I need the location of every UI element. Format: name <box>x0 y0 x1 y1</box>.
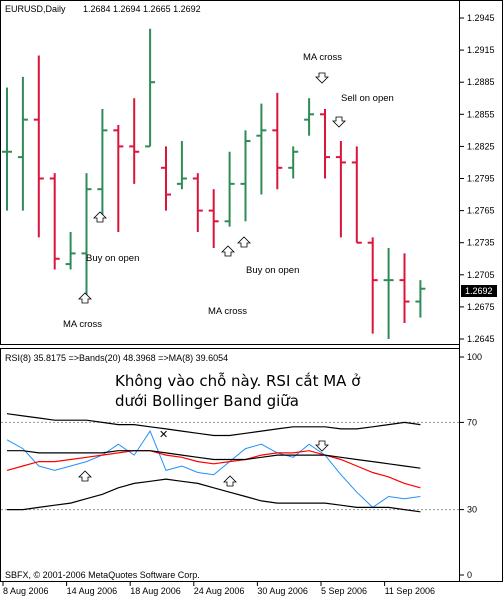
ohlc-bar <box>335 141 346 238</box>
ma-cross-label-3: MA cross <box>303 52 342 63</box>
ohlc-bar <box>351 146 362 244</box>
band-middle-line <box>7 450 421 469</box>
ohlc-bar <box>399 253 410 323</box>
ohlc-bar <box>224 151 235 227</box>
date-tick-label: 11 Sep 2006 <box>385 586 435 596</box>
rsi-ma-line <box>6 450 421 489</box>
ma-cross-label-1: MA cross <box>63 319 102 330</box>
date-tick-label: 18 Aug 2006 <box>130 586 181 596</box>
ohlc-bar <box>304 98 315 136</box>
up-arrow-icon <box>237 236 251 248</box>
price-tick-label: 1.2645 <box>467 334 495 344</box>
ohlc-bar <box>288 146 299 179</box>
ohlc-bar <box>256 103 267 195</box>
ohlc-bar <box>192 173 203 232</box>
price-tick-label: 1.2885 <box>467 77 495 87</box>
up-arrow-icon <box>93 211 107 223</box>
ohlc-bar <box>176 141 187 190</box>
price-tick-label: 1.2825 <box>467 141 495 151</box>
price-tick-label: 1.2675 <box>467 302 495 312</box>
ohlc-bar <box>383 248 394 339</box>
buy-on-open-label-2: Buy on open <box>246 265 299 276</box>
up-arrow-icon <box>221 245 235 257</box>
indicator-label: RSI(8) 35.8175 =>Bands(20) 48.3968 =>MA(… <box>5 353 228 363</box>
ohlc-bar <box>145 28 156 148</box>
symbol-label: EURUSD,Daily <box>5 4 66 14</box>
date-tick-label: 30 Aug 2006 <box>257 586 308 596</box>
rsi-tick-label: 70 <box>467 417 477 427</box>
copyright-label: SBFX, © 2001-2006 MetaQuotes Software Co… <box>5 570 200 580</box>
price-tick-label: 1.2765 <box>467 206 495 216</box>
rsi-tick-label: 30 <box>467 505 477 515</box>
sell-on-open-label: Sell on open <box>341 93 394 104</box>
up-arrow-icon <box>78 292 92 304</box>
band-upper-line <box>6 413 421 437</box>
price-axis: 1.2945 1.2915 1.2885 1.2855 1.2825 1.2795 1.27… <box>460 13 495 344</box>
down-arrow-icon <box>315 440 329 452</box>
note-line-2: dưới Bollinger Band giữa <box>115 392 299 410</box>
rsi-axis: 100 70 30 0 <box>460 352 482 580</box>
current-price-label: 1.2692 <box>465 286 493 296</box>
price-tick-label: 1.2915 <box>467 45 495 55</box>
ohlc-bar <box>320 108 330 179</box>
down-arrow-icon <box>315 72 329 84</box>
ohlc-bar <box>113 125 124 232</box>
ohlc-bar <box>161 146 171 211</box>
ohlc-bar <box>2 87 12 211</box>
ohlc-bar <box>367 237 378 334</box>
price-tick-label: 1.2705 <box>467 270 495 280</box>
ohlc-bar <box>240 130 251 222</box>
ohlc-bar <box>272 92 283 190</box>
ohlc-bar <box>81 173 92 297</box>
ma-cross-label-2: MA cross <box>208 306 247 317</box>
ohlc-bar <box>129 98 140 184</box>
current-price-badge <box>461 285 497 297</box>
date-axis: 8 Aug 2006 14 Aug 2006 18 Aug 2006 24 Aug 2… <box>2 582 435 596</box>
ohlc-bar <box>208 189 219 249</box>
rsi-levels <box>1 421 459 511</box>
date-tick-label: 5 Sep 2006 <box>321 586 367 596</box>
price-tick-label: 1.2795 <box>467 174 495 184</box>
price-tick-label: 1.2735 <box>467 238 495 248</box>
band-lower-line <box>7 478 421 513</box>
ohlc-bar <box>33 55 44 238</box>
ohlc-bar <box>65 232 76 270</box>
price-tick-label: 1.2855 <box>467 109 495 119</box>
ohlc-readout: 1.2684 1.2694 1.2665 1.2692 <box>83 4 201 14</box>
down-arrow-icon <box>332 116 346 128</box>
price-tick-label: 1.2945 <box>467 13 495 23</box>
buy-on-open-label-1: Buy on open <box>86 253 139 264</box>
ohlc-bar <box>97 108 108 216</box>
rsi-lines <box>6 413 421 513</box>
date-tick-label: 24 Aug 2006 <box>194 586 245 596</box>
ohlc-bar <box>415 280 426 318</box>
ohlc-bar <box>49 173 60 270</box>
ohlc-bar <box>17 76 28 211</box>
up-arrow-icon <box>78 470 92 482</box>
rsi-tick-label: 100 <box>467 352 482 362</box>
price-bars <box>2 28 426 339</box>
up-arrow-icon <box>223 475 237 487</box>
rsi-line <box>6 430 421 509</box>
rsi-tick-label: 0 <box>467 570 472 580</box>
note-line-1: Không vào chỗ này. RSI cắt MA ở <box>115 372 361 390</box>
cross-mark-icon: ✕ <box>159 428 168 441</box>
indicator-panel-frame <box>0 348 460 582</box>
date-tick-label: 8 Aug 2006 <box>3 586 49 596</box>
date-tick-label: 14 Aug 2006 <box>67 586 118 596</box>
